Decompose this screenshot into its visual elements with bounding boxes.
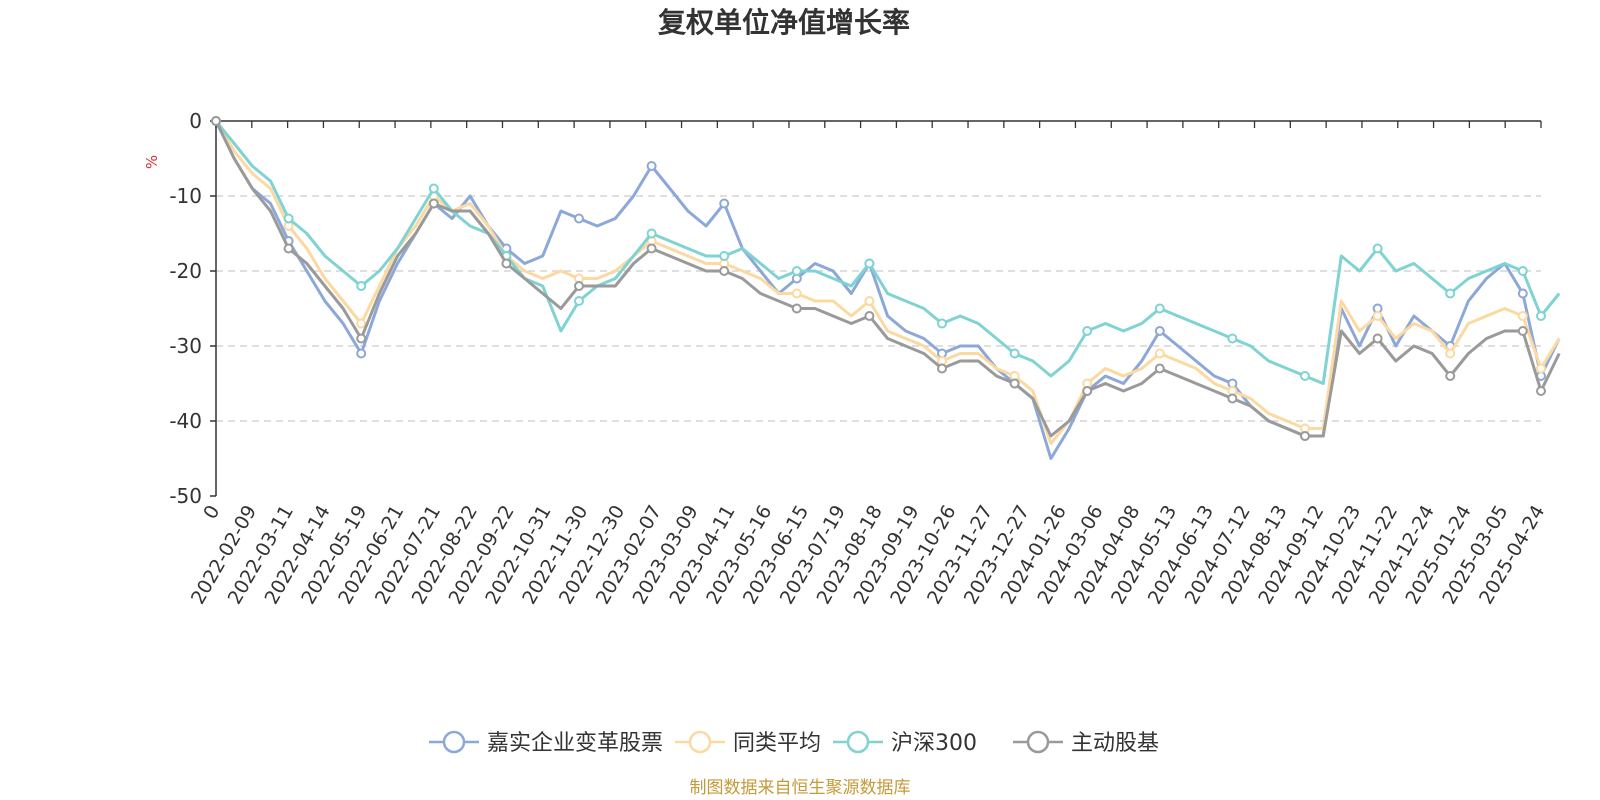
legend-marker-icon <box>1026 730 1050 754</box>
y-tick-label: -40 <box>169 409 202 433</box>
y-tick-label: -10 <box>169 184 202 208</box>
y-tick-label: 0 <box>189 109 202 133</box>
data-point <box>1517 311 1528 321</box>
legend-marker-icon <box>688 730 712 754</box>
x-tick-label: 0 <box>199 502 224 523</box>
data-point <box>1154 348 1165 359</box>
data-point <box>1445 288 1456 299</box>
data-point <box>283 213 294 224</box>
data-point <box>719 198 730 209</box>
data-point <box>646 243 657 254</box>
y-tick-label: -30 <box>169 334 202 358</box>
source-note: 制图数据来自恒生聚源数据库 <box>690 778 911 798</box>
data-point <box>501 258 512 269</box>
data-point <box>356 318 367 329</box>
data-point <box>574 296 584 306</box>
data-point <box>1082 326 1093 336</box>
data-point <box>1300 371 1310 381</box>
data-point <box>719 266 730 276</box>
data-point <box>1445 348 1456 359</box>
data-point <box>1445 371 1456 381</box>
data-point <box>1536 311 1546 321</box>
data-point <box>428 198 439 209</box>
chart-title: 复权单位净值增长率 <box>658 6 910 39</box>
series-3 <box>211 116 1561 441</box>
data-point <box>791 303 802 314</box>
data-point <box>1517 266 1528 276</box>
legend-marker-icon <box>846 730 870 754</box>
series-line <box>214 120 1561 385</box>
legend-label: 同类平均 <box>733 731 821 756</box>
data-point <box>1372 311 1383 321</box>
data-point <box>1009 378 1020 389</box>
y-tick-label: -50 <box>169 484 202 508</box>
legend-item[interactable]: 沪深300 <box>833 730 977 756</box>
series-line <box>214 120 1561 460</box>
legend-item[interactable]: 主动股基 <box>1013 730 1159 756</box>
series-1 <box>211 116 1561 445</box>
legend-label: 沪深300 <box>891 731 977 756</box>
legend-marker-icon <box>442 730 466 754</box>
data-point <box>791 288 802 299</box>
data-point <box>356 348 367 359</box>
data-point <box>646 161 657 171</box>
data-point <box>356 333 367 344</box>
data-point <box>791 266 802 276</box>
data-point <box>1009 348 1020 359</box>
data-point <box>864 258 875 269</box>
data-point <box>283 243 294 254</box>
axes: 0-10-20-30-40-5002022-02-092022-03-11202… <box>169 109 1549 608</box>
series-line <box>214 120 1561 445</box>
y-tick-label: -20 <box>169 259 202 283</box>
data-point <box>1536 386 1546 396</box>
data-point <box>1517 288 1528 299</box>
series-lines <box>211 116 1561 460</box>
data-point <box>574 213 584 224</box>
data-point <box>1082 386 1093 396</box>
data-point <box>574 281 584 291</box>
data-point <box>1372 243 1383 254</box>
data-point <box>1536 363 1546 374</box>
series-2 <box>211 116 1561 385</box>
gridlines <box>216 195 1541 422</box>
data-point <box>211 116 221 126</box>
legend-item[interactable]: 同类平均 <box>675 730 821 756</box>
data-point <box>864 311 875 321</box>
data-point <box>719 251 730 261</box>
data-point <box>1372 333 1383 344</box>
data-point <box>1154 326 1165 336</box>
data-point <box>428 183 439 194</box>
legend-label: 嘉实企业变革股票 <box>487 731 663 756</box>
series-line <box>214 120 1561 438</box>
data-point <box>1227 333 1238 344</box>
legend-item[interactable]: 嘉实企业变革股票 <box>429 730 663 756</box>
data-point <box>356 281 367 291</box>
data-point <box>937 363 947 374</box>
data-point <box>1517 326 1528 336</box>
y-axis-unit: % <box>143 155 161 169</box>
legend-label: 主动股基 <box>1071 731 1159 756</box>
legend[interactable]: 嘉实企业变革股票 同类平均 沪深300 主动股基 <box>429 730 1159 756</box>
data-point <box>1300 431 1310 441</box>
data-point <box>1154 303 1165 314</box>
data-point <box>1154 363 1165 374</box>
data-point <box>646 228 657 239</box>
data-point <box>1227 393 1238 404</box>
data-point <box>864 296 875 306</box>
data-point <box>937 318 947 329</box>
